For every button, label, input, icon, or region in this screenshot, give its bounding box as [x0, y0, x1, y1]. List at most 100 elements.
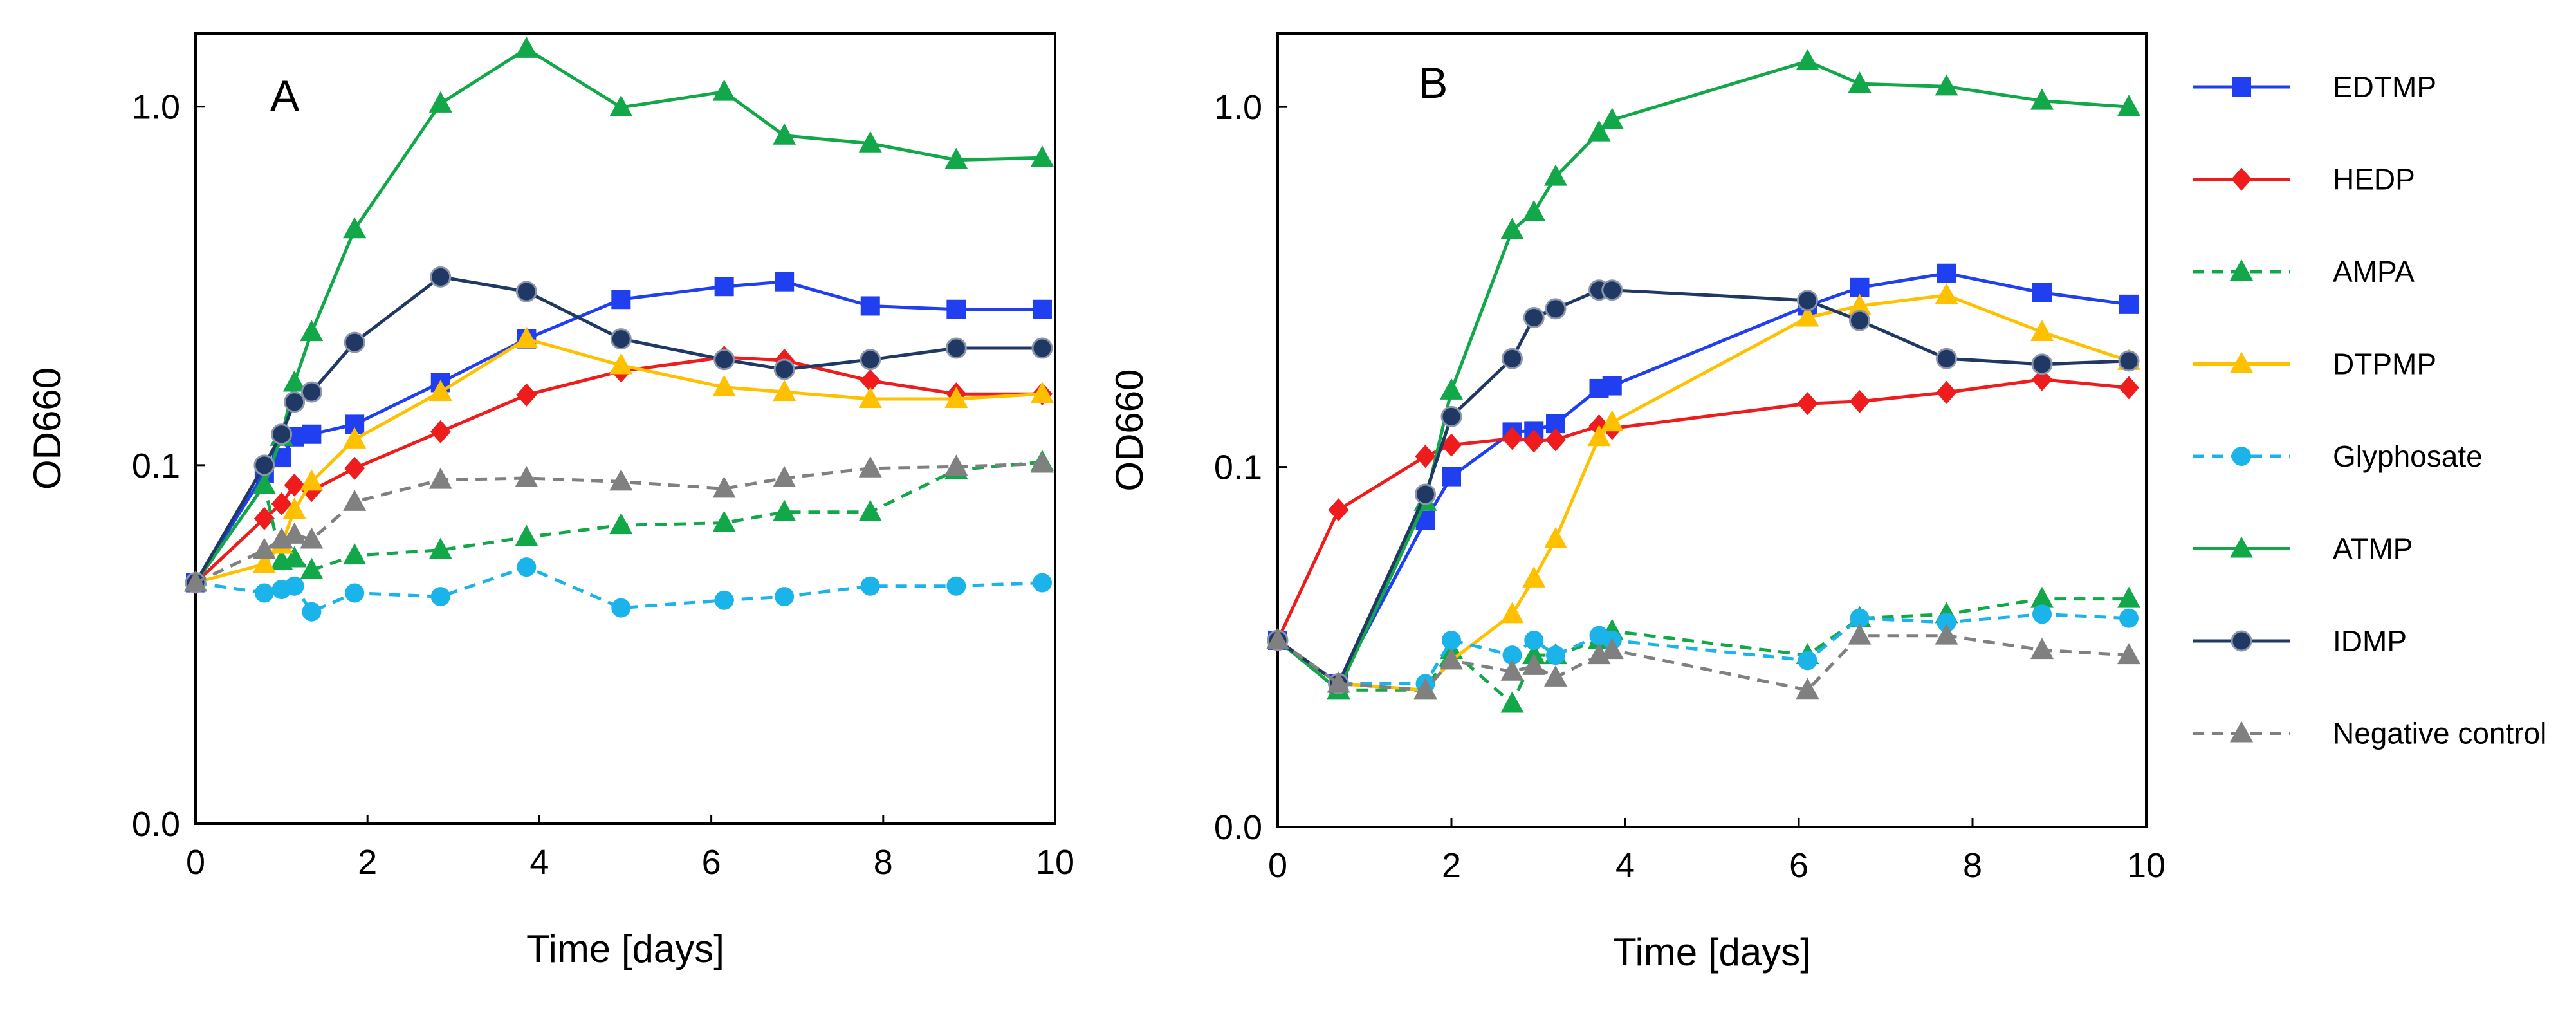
panel-b-point-atmp: [2030, 88, 2054, 110]
panel-b-point-idmp: [1523, 306, 1545, 328]
panel-a-y-tick-label: 0.0: [132, 805, 180, 844]
panel-a-point-edtmp: [946, 299, 966, 319]
panel-a-point-atmp: [858, 131, 882, 153]
panel-b-point-atmp: [1935, 74, 1958, 96]
panel-b-line-atmp: [1276, 59, 2130, 692]
panel-a-point-idmp: [1031, 337, 1053, 359]
panel-b-point-negative-control: [1600, 638, 1624, 660]
panel-b-point-negative-control: [1935, 623, 1958, 645]
legend-swatch-marker: [2230, 721, 2253, 743]
panel-b-x-tick-label: 4: [1615, 846, 1635, 885]
panel-a-series-idmp: [185, 266, 1053, 594]
panel-a-point-hedp: [253, 506, 275, 530]
panel-a-point-glyphosate: [611, 598, 631, 618]
panel-b-point-negative-control: [2117, 643, 2140, 665]
panel-b-point-hedp: [1502, 427, 1523, 450]
panel-b-point-atmp: [1544, 164, 1567, 186]
panel-a-point-negative-control: [1030, 451, 1054, 473]
panel-b-point-glyphosate: [2032, 604, 2052, 624]
panel-b-point-glyphosate: [1442, 630, 1461, 650]
panel-a-point-hedp: [344, 456, 365, 480]
panel-a-line-idmp: [194, 275, 1042, 584]
legend-item-negative-control: Negative control: [2193, 717, 2546, 750]
legend-label: IDMP: [2333, 624, 2407, 658]
panel-a-x-tick-label: 6: [702, 843, 721, 882]
panel-b-point-edtmp: [1442, 467, 1461, 487]
panel-a-point-ampa: [712, 510, 736, 532]
panel-b-line-dtpmp: [1276, 293, 2130, 692]
panel-b-point-edtmp: [1937, 263, 1956, 283]
panel-b-line-glyphosate: [1276, 612, 2130, 685]
panel-b-point-dtpmp: [1500, 602, 1524, 624]
legend-swatch-marker: [2231, 167, 2252, 191]
panel-a-point-negative-control: [712, 476, 736, 498]
panel-a-point-hedp: [271, 492, 292, 515]
panel-b-point-edtmp: [1602, 376, 1622, 396]
panel-b-panel-label: B: [1419, 59, 1448, 107]
panel-a-point-idmp: [945, 337, 967, 359]
panel-a-point-negative-control: [773, 466, 796, 488]
legend-label: HEDP: [2333, 163, 2415, 196]
legend-item-edtmp: EDTMP: [2193, 70, 2436, 104]
panel-a-point-negative-control: [300, 527, 324, 549]
legend-swatch-marker: [2230, 536, 2253, 558]
panel-a-point-ampa: [343, 543, 367, 565]
panel-a-point-glyphosate: [714, 590, 734, 610]
panel-b-point-idmp: [1849, 310, 1870, 331]
panel-b-point-atmp: [2117, 95, 2140, 116]
panel-a-point-glyphosate: [1032, 573, 1052, 593]
panel-b-point-negative-control: [1500, 659, 1524, 681]
panel-b-point-negative-control: [2030, 638, 2054, 660]
panel-b-point-idmp: [1936, 348, 1957, 369]
legend-swatch-marker: [2232, 77, 2251, 97]
panel-b-point-atmp: [1848, 71, 1872, 93]
panel-a-point-idmp: [284, 391, 306, 413]
panel-b-point-dtpmp: [1544, 526, 1567, 548]
panel-a-x-axis-title: Time [days]: [526, 927, 724, 970]
panel-b-series-idmp: [1267, 279, 2140, 694]
panel-b-y-tick-label: 0.1: [1214, 449, 1262, 487]
panel-a-point-atmp: [515, 36, 538, 58]
panel-a-point-idmp: [271, 423, 293, 445]
panel-b-point-glyphosate: [1937, 613, 1956, 633]
panel-b-line-idmp: [1276, 288, 2130, 685]
panel-a-point-negative-control: [944, 454, 968, 476]
legend: EDTMP HEDP AMPA DTPMP Glyphosate ATMP IDMP Nega…: [2193, 70, 2546, 750]
panel-a-point-idmp: [860, 349, 881, 371]
legend-item-hedp: HEDP: [2193, 163, 2415, 196]
panel-b-point-atmp: [1600, 107, 1624, 129]
panel-b-point-dtpmp: [1587, 425, 1611, 447]
panel-a-point-atmp: [252, 472, 276, 494]
panel-a-point-atmp: [712, 79, 736, 101]
panel-a-point-negative-control: [428, 467, 452, 489]
panel-b-line-ampa: [1276, 597, 2129, 705]
panel-b-point-hedp: [1849, 389, 1870, 413]
panel-a-point-negative-control: [858, 456, 882, 478]
panel-a-point-negative-control: [252, 537, 276, 559]
panel-a-point-idmp: [515, 281, 537, 302]
panel-b-point-hedp: [1797, 392, 1818, 416]
panel-b-point-idmp: [1440, 405, 1462, 427]
panel-a-point-negative-control: [282, 522, 306, 544]
panel-b-point-idmp: [1502, 348, 1523, 369]
panel-b-point-negative-control: [1327, 671, 1350, 693]
panel-b-point-glyphosate: [2119, 608, 2139, 628]
panel-a-panel-label: A: [270, 71, 300, 120]
panel-b-point-idmp: [2031, 353, 2053, 375]
panel-b-point-hedp: [2032, 367, 2052, 391]
panel-b-x-tick-label: 2: [1442, 846, 1461, 885]
panel-b-point-negative-control: [1848, 623, 1872, 645]
panel-b-line-edtmp: [1276, 272, 2130, 685]
panel-a-point-idmp: [713, 349, 735, 371]
panel-a-point-edtmp: [302, 424, 322, 444]
panel-b-point-idmp: [1415, 483, 1436, 505]
panel-a-point-negative-control: [343, 489, 367, 511]
panel-a-point-dtpmp: [252, 552, 276, 573]
panel-b-y-tick-label: 1.0: [1214, 88, 1262, 127]
panel-b-series-glyphosate: [1268, 604, 2139, 694]
panel-b-series-hedp: [1267, 367, 2139, 652]
legend-item-ampa: AMPA: [2193, 255, 2415, 288]
panel-b-point-hedp: [1523, 429, 1545, 453]
panel-b-line-negative-control: [1276, 634, 2130, 692]
